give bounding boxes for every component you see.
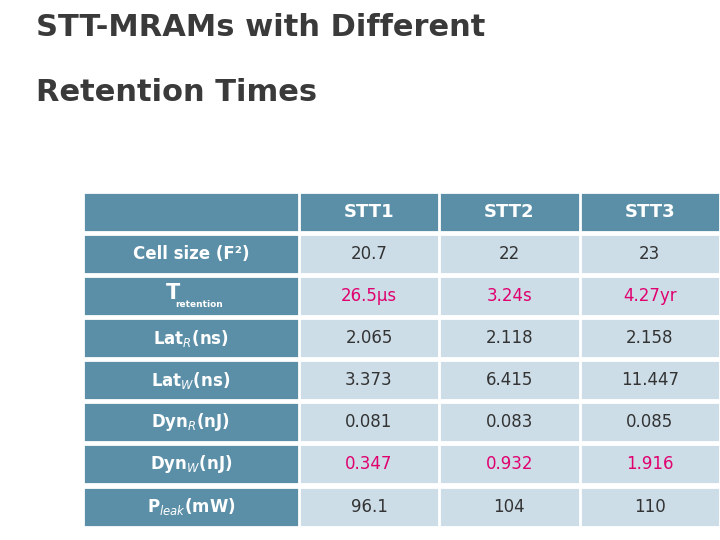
Text: 23: 23: [639, 245, 660, 263]
Text: 20.7: 20.7: [351, 245, 387, 263]
Bar: [439, 444, 580, 484]
Text: 0.081: 0.081: [346, 413, 392, 431]
Text: 6.415: 6.415: [486, 371, 533, 389]
Bar: [299, 192, 439, 232]
Bar: [83, 402, 299, 442]
Bar: [299, 318, 439, 358]
Bar: [83, 487, 299, 526]
Bar: [439, 487, 580, 526]
Text: 2.158: 2.158: [626, 329, 673, 347]
Bar: [439, 192, 580, 232]
Bar: [580, 318, 720, 358]
Text: Dyn$_R$(nJ): Dyn$_R$(nJ): [151, 411, 230, 433]
Bar: [580, 276, 720, 316]
Bar: [299, 360, 439, 400]
Text: 0.347: 0.347: [346, 455, 392, 474]
Bar: [299, 402, 439, 442]
Bar: [439, 318, 580, 358]
Text: STT3: STT3: [624, 202, 675, 221]
Bar: [580, 360, 720, 400]
Text: 0.085: 0.085: [626, 413, 673, 431]
Text: 104: 104: [494, 497, 525, 516]
Text: STT2: STT2: [484, 202, 535, 221]
Text: Cell size (F²): Cell size (F²): [132, 245, 249, 263]
Text: Lat$_R$(ns): Lat$_R$(ns): [153, 328, 229, 348]
Text: 0.932: 0.932: [486, 455, 533, 474]
Bar: [83, 444, 299, 484]
Bar: [299, 276, 439, 316]
Text: P$_{leak}$(mW): P$_{leak}$(mW): [147, 496, 235, 517]
Text: STT-MRAMs with Different: STT-MRAMs with Different: [36, 14, 485, 43]
Bar: [299, 444, 439, 484]
Bar: [439, 402, 580, 442]
Text: 110: 110: [634, 497, 666, 516]
Text: 3.24s: 3.24s: [487, 287, 532, 305]
Bar: [83, 234, 299, 274]
Text: 96.1: 96.1: [351, 497, 387, 516]
Bar: [439, 276, 580, 316]
Bar: [580, 402, 720, 442]
Text: T: T: [166, 283, 180, 303]
Bar: [439, 360, 580, 400]
Text: retention: retention: [175, 300, 222, 309]
Bar: [299, 487, 439, 526]
Text: 3.373: 3.373: [345, 371, 393, 389]
Bar: [83, 360, 299, 400]
Bar: [439, 234, 580, 274]
Text: Dyn$_W$(nJ): Dyn$_W$(nJ): [150, 454, 232, 475]
Text: 2.065: 2.065: [346, 329, 392, 347]
Text: 26.5μs: 26.5μs: [341, 287, 397, 305]
Text: 4.27yr: 4.27yr: [623, 287, 677, 305]
Text: 1.916: 1.916: [626, 455, 673, 474]
Bar: [299, 234, 439, 274]
Bar: [83, 318, 299, 358]
Bar: [580, 487, 720, 526]
Text: 11.447: 11.447: [621, 371, 679, 389]
Text: STT1: STT1: [343, 202, 395, 221]
Bar: [83, 276, 299, 316]
Text: Lat$_W$(ns): Lat$_W$(ns): [151, 370, 230, 390]
Bar: [83, 192, 299, 232]
Text: Retention Times: Retention Times: [36, 78, 317, 107]
Text: 0.083: 0.083: [486, 413, 533, 431]
Bar: [580, 234, 720, 274]
Text: 2.118: 2.118: [485, 329, 534, 347]
Bar: [580, 192, 720, 232]
Text: 22: 22: [499, 245, 520, 263]
Bar: [580, 444, 720, 484]
